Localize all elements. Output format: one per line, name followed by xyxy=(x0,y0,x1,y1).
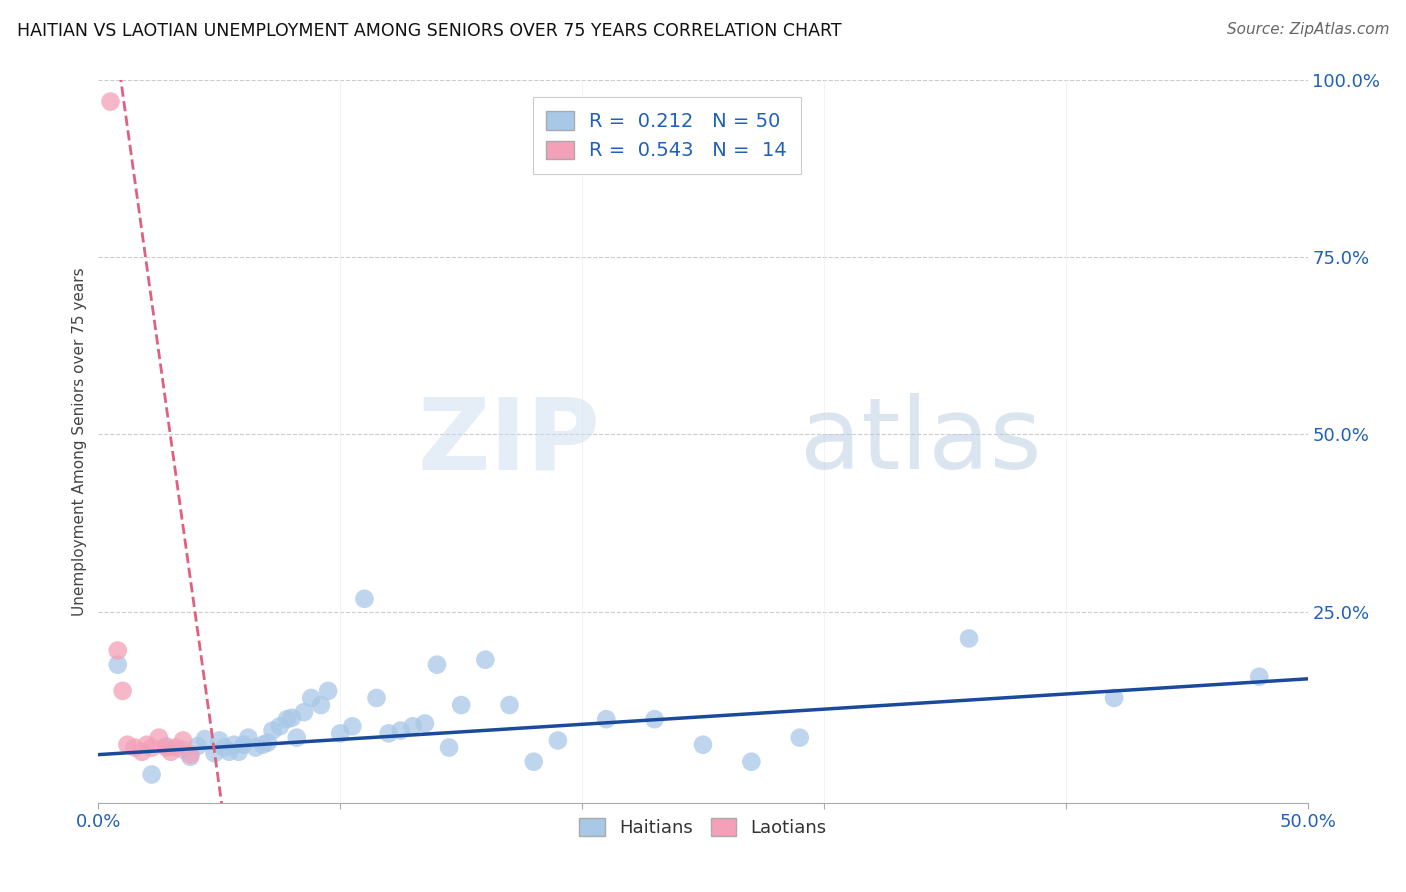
Point xyxy=(232,738,254,752)
Point xyxy=(135,738,157,752)
Point xyxy=(692,738,714,752)
Legend: Haitians, Laotians: Haitians, Laotians xyxy=(572,811,834,845)
Point xyxy=(160,745,183,759)
Point xyxy=(179,749,201,764)
Point xyxy=(426,657,449,672)
Point xyxy=(256,735,278,749)
Point xyxy=(740,755,762,769)
Point xyxy=(402,719,425,733)
Point xyxy=(107,643,129,657)
Point xyxy=(252,738,274,752)
Point xyxy=(194,732,217,747)
Point xyxy=(165,740,187,755)
Point xyxy=(222,738,245,752)
Point xyxy=(179,747,201,762)
Point xyxy=(124,740,146,755)
Text: Source: ZipAtlas.com: Source: ZipAtlas.com xyxy=(1226,22,1389,37)
Text: ZIP: ZIP xyxy=(418,393,600,490)
Point xyxy=(547,733,569,747)
Point xyxy=(1249,670,1271,684)
Point xyxy=(228,745,250,759)
Point xyxy=(117,738,139,752)
Point xyxy=(450,698,472,712)
Point xyxy=(262,723,284,738)
Point xyxy=(299,690,322,705)
Point xyxy=(644,712,666,726)
Point xyxy=(245,740,267,755)
Point xyxy=(111,684,134,698)
Y-axis label: Unemployment Among Seniors over 75 years: Unemployment Among Seniors over 75 years xyxy=(72,268,87,615)
Point xyxy=(957,632,980,646)
Point xyxy=(437,740,460,755)
Point xyxy=(155,740,177,755)
Point xyxy=(595,712,617,726)
Point xyxy=(523,755,546,769)
Point xyxy=(316,684,339,698)
Point xyxy=(141,767,163,781)
Point xyxy=(389,723,412,738)
Point xyxy=(172,742,194,756)
Point xyxy=(172,733,194,747)
Point xyxy=(269,719,291,733)
Point xyxy=(276,712,298,726)
Point xyxy=(413,716,436,731)
Point xyxy=(474,653,496,667)
Point xyxy=(353,591,375,606)
Point xyxy=(285,731,308,745)
Point xyxy=(187,739,209,753)
Text: HAITIAN VS LAOTIAN UNEMPLOYMENT AMONG SENIORS OVER 75 YEARS CORRELATION CHART: HAITIAN VS LAOTIAN UNEMPLOYMENT AMONG SE… xyxy=(17,22,842,40)
Point xyxy=(204,746,226,760)
Point xyxy=(218,745,240,759)
Point xyxy=(281,711,304,725)
Point xyxy=(309,698,332,712)
Point xyxy=(366,690,388,705)
Point xyxy=(131,745,153,759)
Point xyxy=(377,726,399,740)
Point xyxy=(329,726,352,740)
Point xyxy=(342,719,364,733)
Point xyxy=(789,731,811,745)
Point xyxy=(212,740,235,755)
Point xyxy=(292,705,315,719)
Point xyxy=(148,731,170,745)
Point xyxy=(1102,690,1125,705)
Point xyxy=(208,733,231,747)
Point xyxy=(100,95,122,109)
Point xyxy=(107,657,129,672)
Text: atlas: atlas xyxy=(800,393,1042,490)
Point xyxy=(498,698,520,712)
Point xyxy=(141,740,163,755)
Point xyxy=(238,731,260,745)
Point xyxy=(155,739,177,753)
